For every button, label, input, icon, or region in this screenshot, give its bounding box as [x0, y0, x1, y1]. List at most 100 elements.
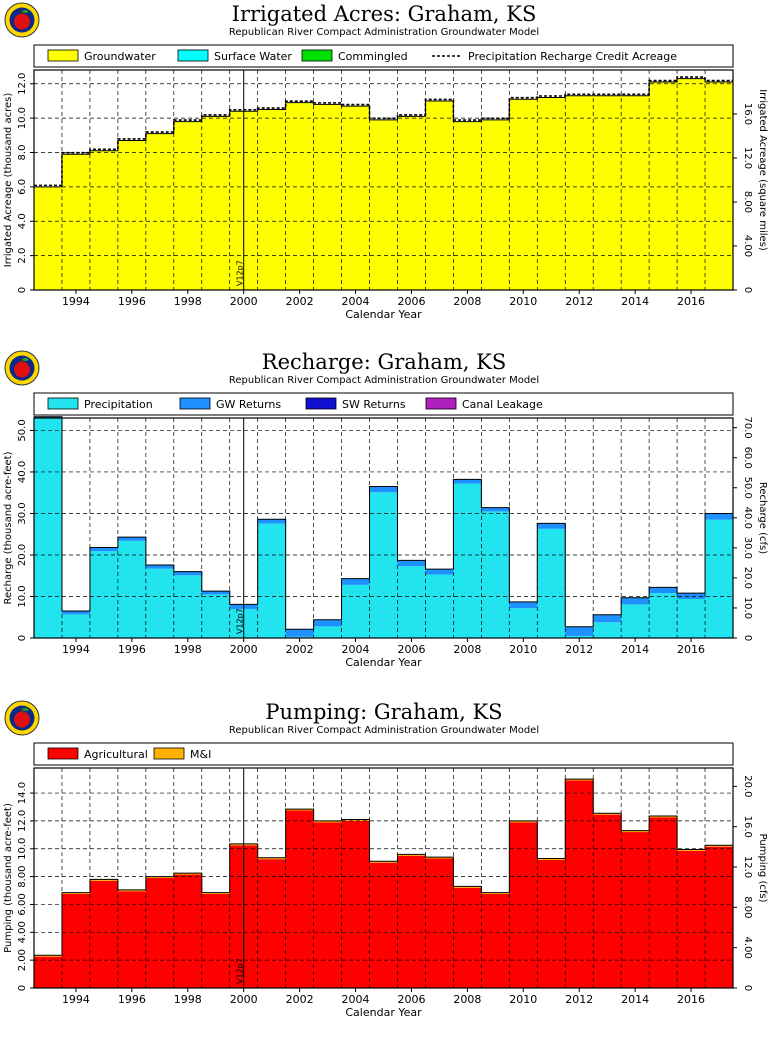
bar-m-i-2015 [649, 816, 678, 818]
bar-m-i-2001 [257, 857, 287, 860]
version-annotation: V12p7 [236, 958, 245, 984]
bar-precipitation-2013 [593, 622, 622, 638]
pumping-panel: Pumping: Graham, KS Republican River Com… [0, 698, 768, 1038]
bar-agricultural-2012 [565, 780, 594, 988]
bar-groundwater-2006 [397, 116, 426, 290]
bar-agricultural-2006 [397, 855, 426, 988]
legend-label: GW Returns [216, 398, 281, 411]
recharge-chart: Precipitation GW Returns SW Returns Canal L… [3, 392, 768, 669]
legend-swatch [177, 49, 209, 62]
bar-groundwater-2001 [257, 109, 287, 290]
bar-groundwater-2013 [593, 95, 622, 290]
bar-precipitation-2006 [397, 566, 426, 638]
x-tick-label: 2004 [342, 295, 370, 308]
chart-subtitle: Republican River Compact Administration … [228, 375, 540, 386]
legend-swatch [305, 397, 337, 410]
x-tick-label: 2002 [286, 643, 314, 656]
x-tick-label: 2002 [286, 993, 314, 1006]
y-axis-label: Irrigated Acreage (thousand acres) [3, 93, 14, 268]
bar-m-i-1995 [89, 879, 119, 881]
x-tick-label: 2008 [453, 643, 481, 656]
bar-precipitation-2003 [313, 626, 343, 638]
x-tick-label: 1996 [118, 993, 146, 1006]
bar-precipitation-2009 [481, 511, 510, 638]
y-tick-label: 6.0 [17, 179, 28, 195]
legend-label: Precipitation Recharge Credit Acreage [468, 50, 677, 63]
bar-gw-returns-2005 [369, 486, 398, 493]
bar-agricultural-2009 [481, 894, 510, 988]
bar-precipitation-2010 [509, 608, 538, 638]
bar-precipitation-2014 [621, 604, 650, 638]
bar-groundwater-2012 [565, 95, 594, 290]
y-tick-label: 40.0 [17, 461, 28, 483]
bar-gw-returns-2016 [677, 593, 706, 599]
y-tick-label: 14.0 [17, 782, 28, 804]
bar-precipitation-1995 [89, 551, 119, 638]
y-tick-right-label: 16.0 [742, 816, 753, 838]
bar-m-i-2005 [369, 861, 398, 863]
y-tick-label: 10.0 [17, 107, 28, 129]
y-tick-label: 0 [17, 985, 28, 991]
x-tick-label: 2010 [509, 643, 537, 656]
recharge-panel: Recharge: Graham, KS Republican River Co… [0, 348, 768, 688]
x-tick-label: 2012 [565, 643, 593, 656]
bar-agricultural-1998 [173, 874, 203, 988]
x-tick-label: 2000 [230, 643, 258, 656]
bar-agricultural-2008 [453, 887, 482, 988]
y-tick-right-label: 0 [742, 287, 753, 293]
y-tick-right-label: 0 [742, 635, 753, 641]
y-tick-label: 6.00 [17, 893, 28, 915]
bar-m-i-2006 [397, 854, 426, 856]
y-tick-right-label: 50.0 [742, 477, 753, 499]
plot-frame [33, 417, 734, 639]
bar-agricultural-1997 [145, 878, 175, 988]
y-tick-label: 30.0 [17, 502, 28, 524]
bar-agricultural-2011 [537, 859, 566, 988]
bar-m-i-2016 [677, 849, 706, 851]
bar-m-i-2009 [481, 892, 510, 895]
legend-swatch [425, 397, 457, 410]
apple-logo-icon [4, 350, 40, 386]
legend-label: Canal Leakage [462, 398, 543, 411]
bar-m-i-2012 [565, 779, 594, 781]
bar-m-i-2017 [705, 845, 734, 847]
bar-groundwater-2011 [537, 97, 566, 290]
bar-groundwater-2007 [425, 100, 454, 290]
legend-label: Surface Water [214, 50, 292, 63]
bar-groundwater-1994 [61, 154, 91, 290]
legend-label: M&I [190, 748, 211, 761]
y-tick-right-label: 8.00 [742, 896, 753, 918]
x-tick-label: 1998 [174, 993, 202, 1006]
x-tick-label: 1994 [62, 295, 90, 308]
bar-groundwater-1999 [201, 116, 231, 290]
y-tick-label: 4.00 [17, 921, 28, 943]
legend-label: SW Returns [342, 398, 406, 411]
bar-precipitation-2017 [705, 519, 734, 638]
x-tick-label: 1998 [174, 295, 202, 308]
bar-m-i-2010 [509, 820, 538, 823]
legend-box [33, 44, 734, 68]
bar-precipitation-2001 [257, 523, 287, 638]
bar-m-i-2003 [313, 820, 343, 823]
x-tick-label: 1994 [62, 993, 90, 1006]
y-tick-label: 12.0 [17, 810, 28, 832]
x-tick-label: 2006 [397, 295, 425, 308]
y-tick-right-label: 40.0 [742, 507, 753, 529]
bar-gw-returns-1998 [173, 571, 203, 576]
bar-agricultural-2017 [705, 846, 734, 988]
bar-agricultural-1999 [201, 894, 231, 988]
y-tick-right-label: 12.0 [742, 856, 753, 878]
bar-m-i-2013 [593, 813, 622, 815]
bar-groundwater-2002 [285, 102, 315, 290]
y-tick-right-label: 70.0 [742, 417, 753, 439]
x-axis-label: Calendar Year [345, 656, 422, 669]
x-tick-label: 2002 [286, 295, 314, 308]
x-tick-label: 2008 [453, 295, 481, 308]
y-tick-right-label: 20.0 [742, 775, 753, 797]
x-tick-label: 2010 [509, 993, 537, 1006]
x-tick-label: 2016 [677, 295, 705, 308]
y-tick-label: 8.0 [17, 145, 28, 161]
bar-agricultural-2010 [509, 822, 538, 988]
y-tick-label: 8.00 [17, 865, 28, 887]
y-tick-label: 2.0 [17, 248, 28, 264]
